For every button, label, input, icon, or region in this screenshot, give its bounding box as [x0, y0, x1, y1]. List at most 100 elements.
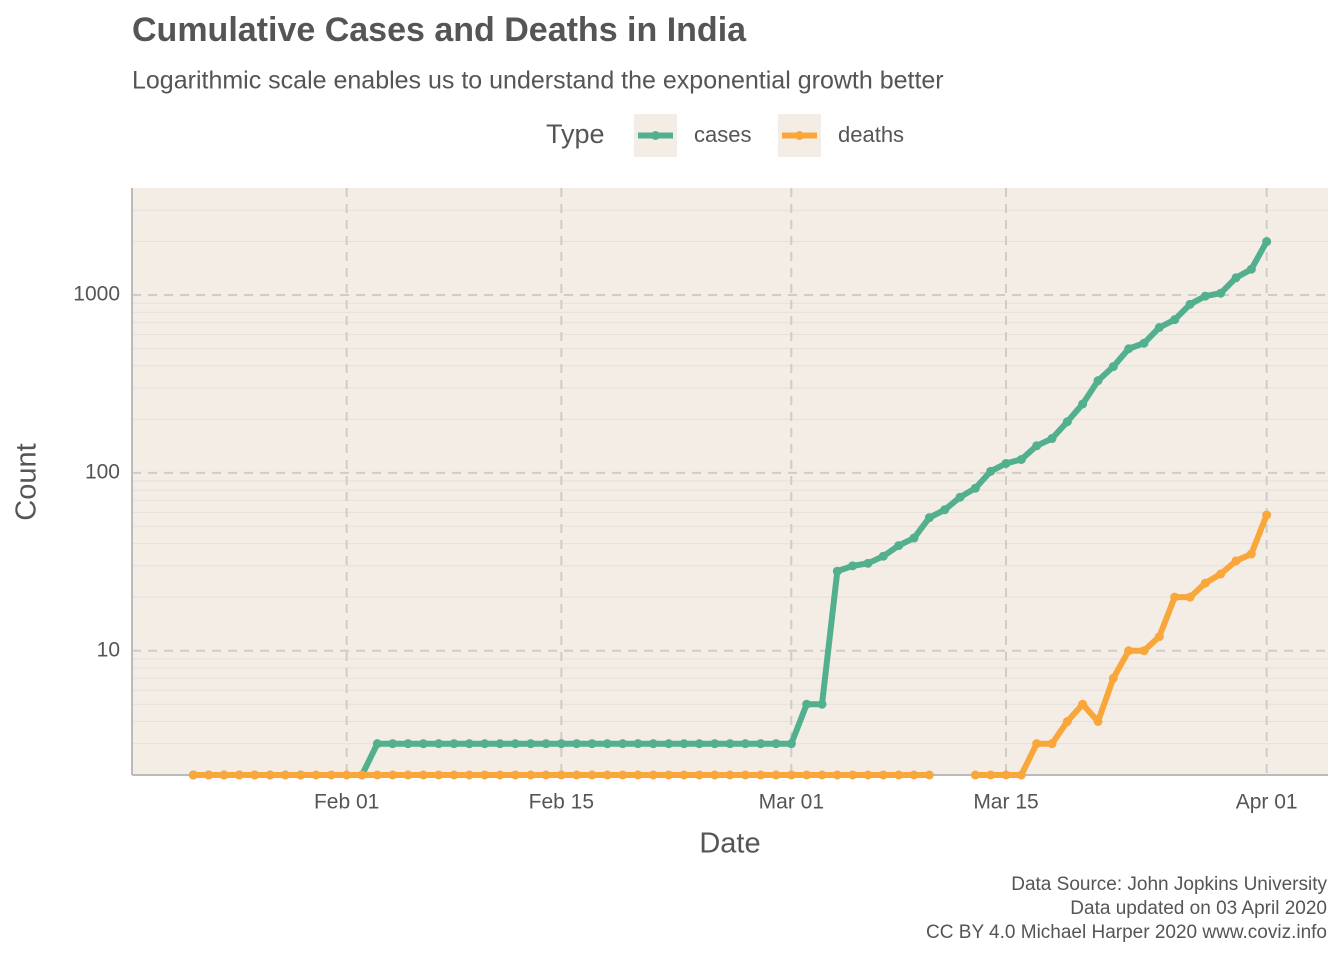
- data-point: [771, 770, 781, 780]
- data-point: [188, 770, 198, 780]
- data-point: [403, 770, 413, 780]
- data-point: [1078, 399, 1088, 409]
- x-tick-label: Mar 15: [973, 791, 1038, 814]
- data-point: [802, 770, 812, 780]
- data-point: [250, 770, 260, 780]
- data-point: [817, 699, 827, 709]
- legend-key-point: [651, 131, 660, 140]
- data-point: [1062, 417, 1072, 427]
- data-point: [280, 770, 290, 780]
- data-point: [771, 739, 781, 749]
- data-point: [725, 770, 735, 780]
- data-point: [679, 739, 689, 749]
- data-point: [526, 770, 536, 780]
- data-point: [1108, 362, 1118, 372]
- caption: Data Source: John Jopkins University: [1011, 874, 1327, 895]
- x-tick-label: Feb 15: [529, 791, 594, 814]
- data-point: [602, 739, 612, 749]
- data-point: [342, 770, 352, 780]
- data-point: [388, 739, 398, 749]
- data-point: [1093, 376, 1103, 386]
- data-point: [418, 770, 428, 780]
- data-point: [924, 770, 934, 780]
- data-point: [1154, 632, 1164, 642]
- data-point: [526, 739, 536, 749]
- data-point: [986, 466, 996, 476]
- data-point: [878, 551, 888, 561]
- data-point: [618, 770, 628, 780]
- data-point: [219, 770, 229, 780]
- x-tick-label: Apr 01: [1236, 791, 1298, 814]
- data-point: [848, 561, 858, 571]
- data-point: [848, 770, 858, 780]
- data-point: [710, 770, 720, 780]
- data-point: [725, 739, 735, 749]
- data-point: [1139, 338, 1149, 348]
- data-point: [464, 770, 474, 780]
- data-point: [940, 505, 950, 515]
- data-point: [449, 739, 459, 749]
- data-point: [1016, 454, 1026, 464]
- data-point: [495, 770, 505, 780]
- data-point: [648, 770, 658, 780]
- data-point: [449, 770, 459, 780]
- data-point: [480, 739, 490, 749]
- data-point: [1246, 264, 1256, 274]
- chart-title: Cumulative Cases and Deaths in India: [132, 11, 747, 49]
- data-point: [1062, 716, 1072, 726]
- data-point: [480, 770, 490, 780]
- data-point: [1200, 291, 1210, 301]
- data-point: [1001, 458, 1011, 468]
- data-point: [802, 699, 812, 709]
- data-point: [1246, 549, 1256, 559]
- data-point: [572, 770, 582, 780]
- data-point: [265, 770, 275, 780]
- data-point: [510, 739, 520, 749]
- data-point: [664, 739, 674, 749]
- data-point: [1231, 556, 1241, 566]
- data-point: [311, 770, 321, 780]
- data-point: [418, 739, 428, 749]
- data-point: [510, 770, 520, 780]
- data-point: [1216, 569, 1226, 579]
- data-point: [372, 739, 382, 749]
- caption: Data updated on 03 April 2020: [1070, 898, 1327, 919]
- data-point: [1124, 646, 1134, 656]
- data-point: [1032, 441, 1042, 451]
- data-point: [1154, 323, 1164, 333]
- data-point: [572, 739, 582, 749]
- data-point: [1139, 646, 1149, 656]
- data-point: [832, 566, 842, 576]
- caption: CC BY 4.0 Michael Harper 2020 www.coviz.…: [926, 922, 1327, 943]
- legend-label: deaths: [838, 122, 904, 147]
- data-point: [1262, 237, 1272, 247]
- data-point: [1093, 716, 1103, 726]
- data-point: [587, 770, 597, 780]
- data-point: [694, 770, 704, 780]
- data-point: [909, 533, 919, 543]
- data-point: [786, 739, 796, 749]
- data-point: [1108, 673, 1118, 683]
- x-tick-label: Mar 01: [759, 791, 824, 814]
- data-point: [234, 770, 244, 780]
- data-point: [556, 739, 566, 749]
- data-point: [495, 739, 505, 749]
- data-point: [541, 739, 551, 749]
- data-point: [1200, 578, 1210, 588]
- data-point: [1078, 699, 1088, 709]
- data-point: [464, 739, 474, 749]
- y-tick-label: 10: [97, 638, 120, 661]
- data-point: [710, 739, 720, 749]
- chart-subtitle: Logarithmic scale enables us to understa…: [132, 67, 944, 95]
- data-point: [587, 739, 597, 749]
- y-tick-label: 100: [85, 460, 120, 483]
- data-point: [602, 770, 612, 780]
- data-point: [679, 770, 689, 780]
- data-point: [909, 770, 919, 780]
- data-point: [664, 770, 674, 780]
- data-point: [403, 739, 413, 749]
- data-point: [434, 770, 444, 780]
- data-point: [372, 770, 382, 780]
